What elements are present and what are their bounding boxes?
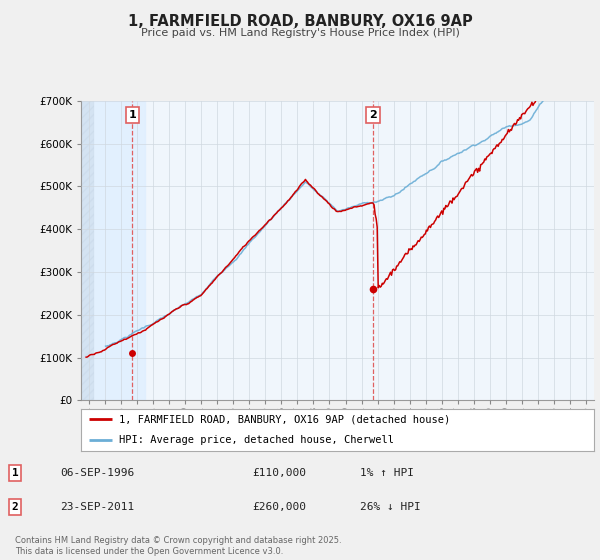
Text: 2: 2: [369, 110, 377, 120]
Text: £110,000: £110,000: [252, 468, 306, 478]
Text: 1, FARMFIELD ROAD, BANBURY, OX16 9AP: 1, FARMFIELD ROAD, BANBURY, OX16 9AP: [128, 14, 472, 29]
Text: 1: 1: [128, 110, 136, 120]
Text: 2: 2: [11, 502, 19, 512]
Text: £260,000: £260,000: [252, 502, 306, 512]
Text: 23-SEP-2011: 23-SEP-2011: [60, 502, 134, 512]
Text: 06-SEP-1996: 06-SEP-1996: [60, 468, 134, 478]
Text: Contains HM Land Registry data © Crown copyright and database right 2025.
This d: Contains HM Land Registry data © Crown c…: [15, 536, 341, 556]
Bar: [81, 101, 145, 400]
Text: HPI: Average price, detached house, Cherwell: HPI: Average price, detached house, Cher…: [119, 435, 394, 445]
Text: 1, FARMFIELD ROAD, BANBURY, OX16 9AP (detached house): 1, FARMFIELD ROAD, BANBURY, OX16 9AP (de…: [119, 414, 451, 424]
Text: 1: 1: [11, 468, 19, 478]
Bar: [81, 101, 94, 400]
Text: 1% ↑ HPI: 1% ↑ HPI: [360, 468, 414, 478]
Text: Price paid vs. HM Land Registry's House Price Index (HPI): Price paid vs. HM Land Registry's House …: [140, 28, 460, 38]
Text: 26% ↓ HPI: 26% ↓ HPI: [360, 502, 421, 512]
